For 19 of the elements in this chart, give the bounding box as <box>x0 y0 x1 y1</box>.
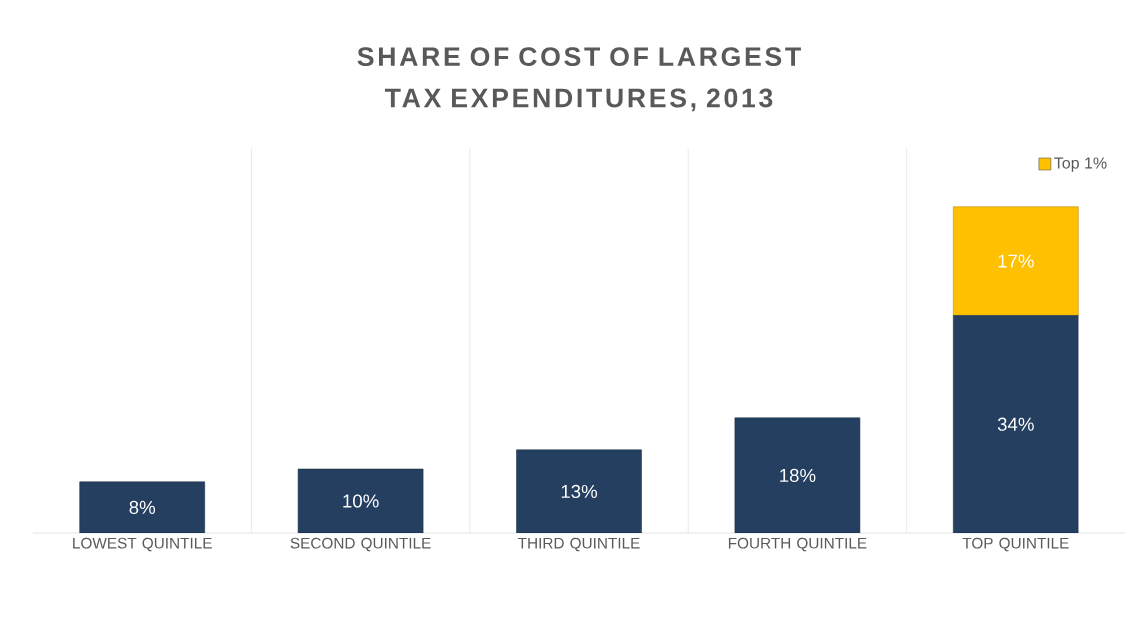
bar <box>734 417 861 533</box>
bar <box>516 449 642 533</box>
chart-title: SHARE OF COST OF LARGEST TAX EXPENDITURES, 2013 <box>357 47 801 112</box>
data-label: 18% <box>780 468 816 483</box>
x-tick-label: SECOND QUINTILE <box>290 537 431 552</box>
bar <box>297 468 424 533</box>
legend-label: Top 1% <box>1054 157 1107 172</box>
x-tick-label: FOURTH QUINTILE <box>728 537 867 552</box>
data-label: 13% <box>561 484 598 499</box>
x-tick-label: THIRD QUINTILE <box>518 537 640 552</box>
x-tick-label: LOWEST QUINTILE <box>73 537 212 552</box>
data-label: 10% <box>343 494 379 508</box>
data-label: 34% <box>997 417 1034 431</box>
bar <box>953 206 1079 316</box>
data-label: 8% <box>129 500 156 515</box>
bar <box>953 315 1079 533</box>
x-tick-label: TOP QUINTILE <box>962 537 1069 552</box>
data-label: 17% <box>998 254 1034 268</box>
bar <box>79 481 205 533</box>
